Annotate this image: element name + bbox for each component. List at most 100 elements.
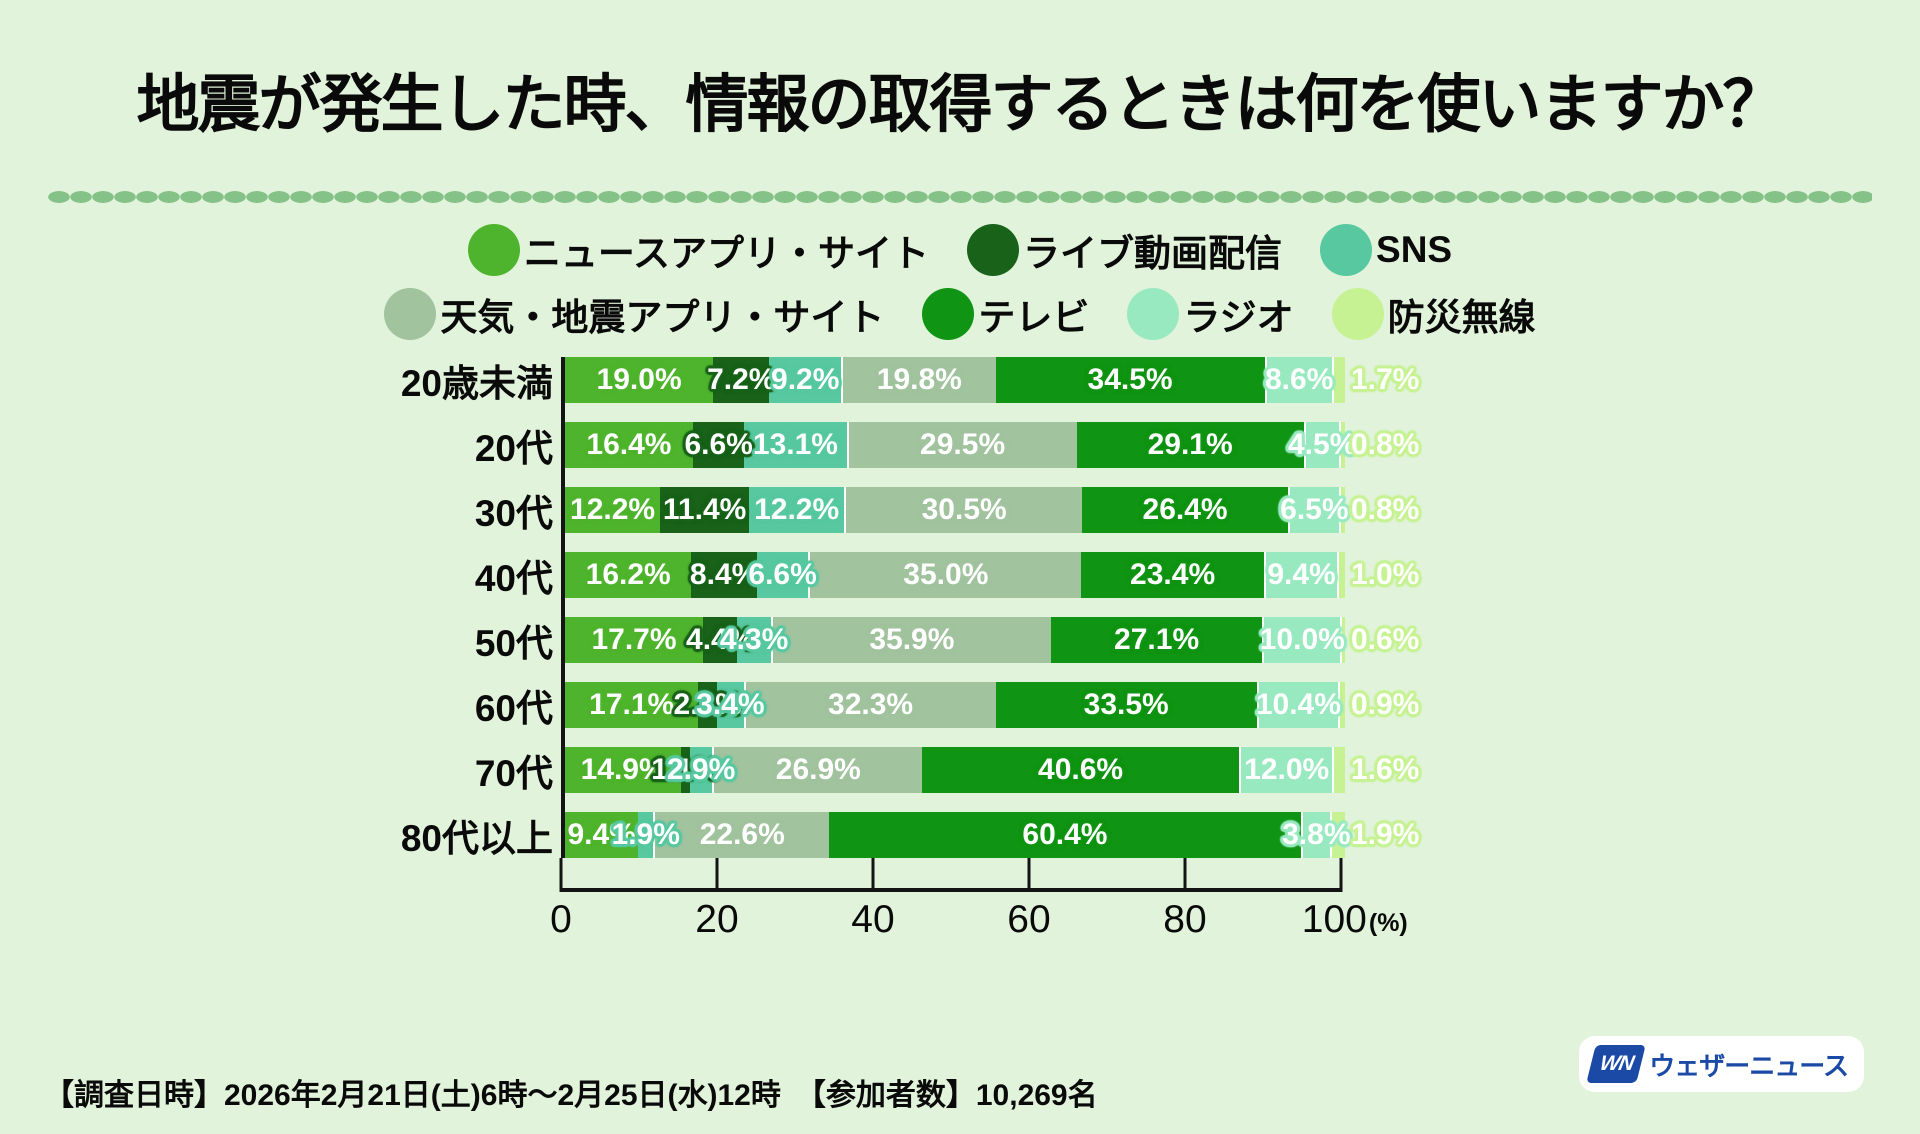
axis-tick bbox=[1339, 858, 1343, 892]
segment-value-label: 10.0% bbox=[1259, 623, 1345, 656]
legend-item: 防災無線 bbox=[1331, 287, 1536, 341]
bar-segment: 4.3% bbox=[720, 617, 788, 663]
segment-value-label: 30.5% bbox=[921, 493, 1007, 526]
legend-swatch-icon bbox=[922, 288, 975, 340]
axis-tick bbox=[1027, 858, 1031, 892]
weathernews-logo-text: ウェザーニュース bbox=[1649, 1050, 1849, 1081]
segment-value-label: 6.6% bbox=[748, 558, 817, 591]
segment-value-label: 7.2% bbox=[707, 363, 776, 396]
segment-value-label: 14.9% bbox=[580, 753, 666, 786]
bar-row: 30代 12.2% 11.4% 12.2% 30.5% 26.4% 6.5% 0.8% bbox=[475, 487, 1419, 534]
segment-value-label: 17.7% bbox=[591, 623, 677, 656]
x-axis-labels: 0 20 40 60 80 100 (%) bbox=[550, 892, 1408, 946]
x-axis bbox=[559, 858, 1343, 892]
legend-item: ライブ動画配信 bbox=[967, 223, 1282, 277]
axis-tick bbox=[1183, 858, 1187, 892]
legend-label: 天気・地震アプリ・サイト bbox=[440, 297, 885, 338]
bar-track: 19.0% 7.2% 9.2% 19.8% 34.5% 8.6% 1.7% bbox=[565, 357, 1419, 403]
segment-value-label: 12.2% bbox=[754, 493, 840, 526]
segment-value-label: 1.6% bbox=[1350, 753, 1420, 786]
bar-segment: 12.2% bbox=[565, 487, 661, 533]
segment-value-label: 26.4% bbox=[1142, 493, 1228, 526]
axis-tick-label: 20 bbox=[695, 898, 739, 941]
legend-item: テレビ bbox=[922, 287, 1089, 341]
segment-value-label: 33.5% bbox=[1083, 688, 1169, 721]
bar-segment: 0.8% bbox=[1338, 422, 1419, 468]
bar-row: 70代 14.9% 1.1% 2.9% 26.9% 40.6% 12.0% 1.6% bbox=[475, 747, 1419, 794]
bar-row: 40代 16.2% 8.4% 6.6% 35.0% 23.4% 9.4% 1.0% bbox=[475, 552, 1419, 599]
segment-value-label: 35.0% bbox=[903, 558, 989, 591]
bar-row: 60代 17.1% 2.4% 3.4% 32.3% 33.5% 10.4% 0.9% bbox=[475, 682, 1419, 729]
axis-tick-label: 80 bbox=[1163, 898, 1207, 941]
segment-value-label: 19.0% bbox=[596, 363, 682, 396]
bar-segment: 4.4% bbox=[686, 617, 754, 663]
row-label: 40代 bbox=[474, 558, 553, 599]
row-label: 30代 bbox=[474, 493, 553, 534]
bar-segment: 9.4% bbox=[565, 812, 639, 858]
bar-segment: 27.1% bbox=[1050, 617, 1263, 663]
segment-value-label: 34.5% bbox=[1087, 363, 1173, 396]
segment-value-label: 1.1% bbox=[651, 753, 720, 786]
segment-value-label: 4.3% bbox=[719, 623, 789, 656]
legend-row: 天気・地震アプリ・サイト テレビ ラジオ 防災無線 bbox=[384, 287, 1536, 341]
legend-label: ニュースアプリ・サイト bbox=[523, 233, 930, 274]
row-label: 50代 bbox=[474, 623, 553, 664]
bar-track: 17.1% 2.4% 3.4% 32.3% 33.5% 10.4% 0.9% bbox=[565, 682, 1419, 728]
segment-value-label: 6.6% bbox=[684, 428, 753, 461]
segment-value-label: 3.4% bbox=[696, 688, 765, 721]
segment-value-label: 9.4% bbox=[567, 818, 636, 851]
stacked-bar-chart: 20歳未満 19.0% 7.2% 9.2% 19.8% 34.5% 8.6% 1.7% 20代 1… bbox=[346, 357, 1419, 946]
legend-label: SNS bbox=[1376, 229, 1453, 270]
row-label: 20歳未満 bbox=[400, 363, 553, 404]
bar-track: 12.2% 11.4% 12.2% 30.5% 26.4% 6.5% 0.8% bbox=[565, 487, 1419, 533]
legend-item: SNS bbox=[1320, 224, 1452, 276]
bar-segment: 3.4% bbox=[696, 682, 765, 728]
bar-segment: 6.6% bbox=[748, 552, 817, 598]
chart-plot-area: 20歳未満 19.0% 7.2% 9.2% 19.8% 34.5% 8.6% 1.7% 20代 1… bbox=[401, 357, 1419, 859]
bar-segment: 17.1% bbox=[565, 682, 699, 728]
segment-value-label: 19.8% bbox=[876, 363, 962, 396]
bar-segment: 19.8% bbox=[841, 357, 996, 403]
axis-tick bbox=[871, 858, 875, 892]
bar-segment: 0.6% bbox=[1340, 617, 1419, 663]
bar-segment: 29.1% bbox=[1076, 422, 1304, 468]
bar-segment: 60.4% bbox=[829, 812, 1301, 858]
segment-value-label: 32.3% bbox=[828, 688, 914, 721]
segment-value-label: 2.9% bbox=[666, 753, 736, 786]
bar-segment: 33.5% bbox=[995, 682, 1257, 728]
bar-segment: 0.8% bbox=[1338, 487, 1419, 533]
axis-tick-label: 0 bbox=[550, 898, 572, 941]
bar-row: 80代以上 9.4% 1.9% 22.6% 60.4% 3.8% 1.9% bbox=[401, 812, 1419, 859]
weathernews-logo: WN ウェザーニュース bbox=[1579, 1036, 1864, 1092]
bar-segment: 2.4% bbox=[674, 682, 742, 728]
legend-item: 天気・地震アプリ・サイト bbox=[384, 287, 884, 341]
bar-segment: 10.4% bbox=[1255, 682, 1341, 728]
bar-segment: 23.4% bbox=[1081, 552, 1264, 598]
segment-value-label: 10.4% bbox=[1255, 688, 1341, 721]
segment-value-label: 23.4% bbox=[1130, 558, 1216, 591]
bar-track: 16.4% 6.6% 13.1% 29.5% 29.1% 4.5% 0.8% bbox=[565, 422, 1419, 468]
legend-swatch-icon bbox=[1331, 288, 1384, 340]
row-label: 80代以上 bbox=[400, 818, 553, 859]
axis-tick-label: 40 bbox=[851, 898, 895, 941]
bar-segment: 9.4% bbox=[1263, 552, 1338, 598]
bar-segment: 16.4% bbox=[565, 422, 693, 468]
row-label: 70代 bbox=[474, 753, 553, 794]
bar-segment: 40.6% bbox=[922, 747, 1239, 793]
segment-value-label: 11.4% bbox=[662, 493, 747, 526]
bar-segment: 8.6% bbox=[1264, 357, 1333, 403]
segment-value-label: 3.8% bbox=[1282, 818, 1351, 851]
legend-label: 防災無線 bbox=[1387, 297, 1536, 338]
bar-segment: 26.4% bbox=[1082, 487, 1289, 533]
segment-value-label: 27.1% bbox=[1114, 623, 1200, 656]
segment-value-label: 9.2% bbox=[771, 363, 840, 396]
segment-value-label: 35.9% bbox=[869, 623, 955, 656]
bar-segment: 3.8% bbox=[1282, 812, 1351, 858]
bar-row: 50代 17.7% 4.4% 4.3% 35.9% 27.1% 10.0% 0.6% bbox=[475, 617, 1419, 664]
bar-segment: 4.5% bbox=[1288, 422, 1356, 468]
bar-segment: 1.0% bbox=[1337, 552, 1419, 598]
bar-segment: 35.0% bbox=[808, 552, 1082, 598]
infographic-page: 地震が発生した時、情報の取得するときは何を使いますか？ ニュースアプリ・サイトラ… bbox=[0, 54, 1920, 1134]
segment-value-label: 22.6% bbox=[699, 818, 785, 851]
survey-note: 【調査日時】2026年2月21日(土)6時〜2月25日(水)12時 【参加者数】… bbox=[44, 1079, 1098, 1112]
